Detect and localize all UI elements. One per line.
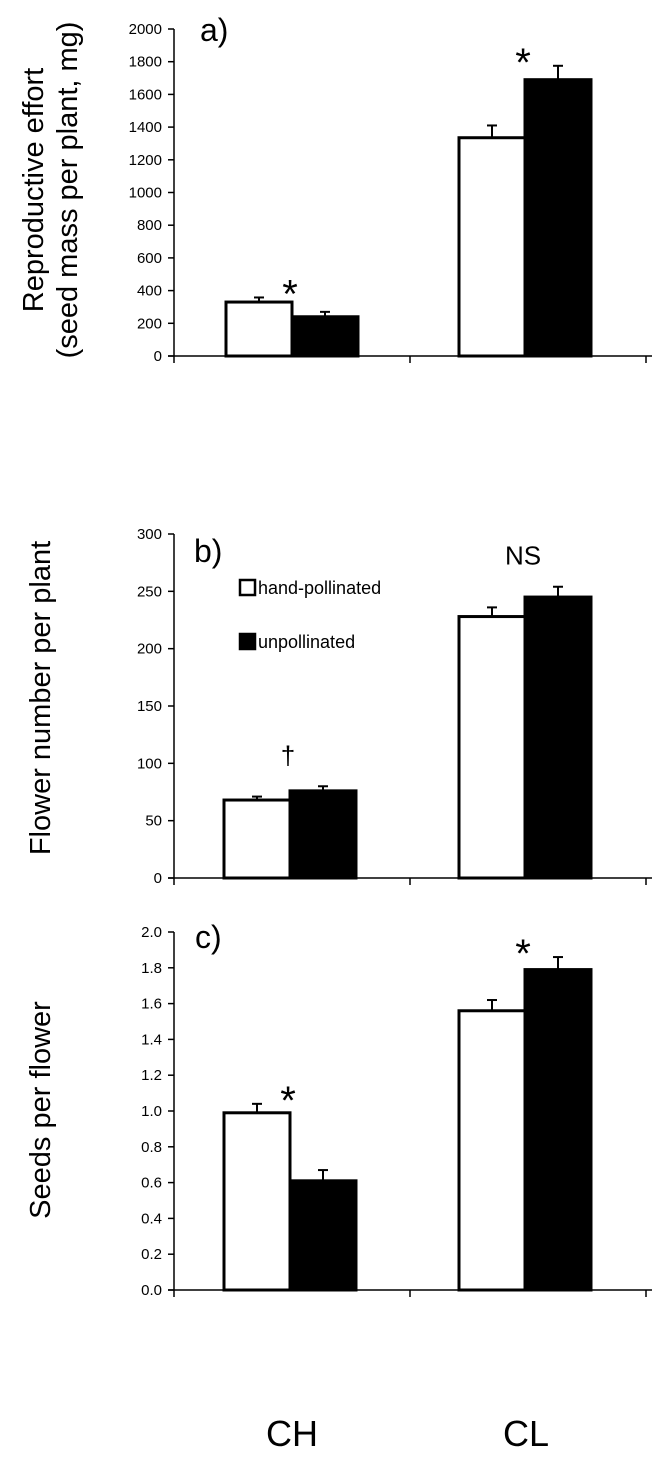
y-tick-label: 200 — [137, 641, 162, 658]
y-tick-label: 1.8 — [141, 960, 162, 977]
y-tick-label: 0.2 — [141, 1246, 162, 1263]
y-tick-label: 1.6 — [141, 996, 162, 1013]
y-tick-label: 400 — [137, 283, 162, 300]
y-tick-label: 0.8 — [141, 1139, 162, 1156]
legend-entry-label: hand-pollinated — [258, 578, 381, 598]
y-tick-label: 2000 — [129, 21, 162, 38]
y-tick-label: 1000 — [129, 185, 162, 202]
significance-annotation: NS — [505, 541, 541, 571]
bar-unpollinated-ch — [288, 1179, 358, 1292]
y-tick-label: 150 — [137, 698, 162, 715]
panel-label: a) — [200, 12, 228, 48]
x-category-label: CL — [503, 1413, 549, 1454]
y-tick-label: 600 — [137, 250, 162, 267]
y-tick-label: 1200 — [129, 152, 162, 169]
bar-unpollinated-cl — [523, 595, 593, 880]
panel-label: c) — [195, 919, 222, 955]
y-tick-label: 0 — [154, 870, 162, 887]
bar-hand-pollinated-ch — [222, 798, 292, 880]
y-axis-label: Reproductive effort — [18, 68, 50, 313]
y-tick-label: 0 — [154, 348, 162, 365]
y-tick-label: 50 — [145, 813, 162, 830]
chart-panel-c: 0.0 0.2 0.4 0.6 0.8 1.0 1.2 1.4 1.6 1.8 2.0 Seeds p… — [25, 919, 652, 1299]
y-tick-label: 1.0 — [141, 1103, 162, 1120]
chart-panel-b: 0 50 100 150 200 250 300 Flower number per plan… — [25, 526, 652, 887]
y-tick-label: 0.0 — [141, 1282, 162, 1299]
significance-annotation: † — [281, 740, 295, 770]
x-category-label: CH — [266, 1413, 318, 1454]
bar-unpollinated-cl — [523, 968, 593, 1292]
bar-unpollinated-cl — [523, 78, 593, 358]
legend: hand-pollinated unpollinated — [238, 578, 381, 652]
y-tick-label: 1800 — [129, 54, 162, 71]
y-axis-label-line2: (seed mass per plant, mg) — [52, 22, 84, 359]
y-axis-label: Seeds per flower — [25, 1001, 57, 1219]
significance-annotation: * — [280, 1079, 296, 1123]
panel-label: b) — [194, 533, 222, 569]
y-tick-label: 800 — [137, 217, 162, 234]
y-tick-label: 1.2 — [141, 1067, 162, 1084]
legend-entry-label: unpollinated — [258, 632, 355, 652]
bar-hand-pollinated-ch — [222, 1111, 292, 1292]
y-tick-label: 300 — [137, 526, 162, 543]
significance-annotation: * — [282, 272, 298, 316]
y-axis-label: Flower number per plant — [25, 541, 57, 855]
bar-unpollinated-ch — [290, 315, 360, 358]
y-tick-label: 2.0 — [141, 924, 162, 941]
significance-annotation: * — [515, 932, 531, 976]
y-tick-label: 1600 — [129, 86, 162, 103]
bar-hand-pollinated-cl — [457, 136, 527, 358]
legend-swatch — [238, 632, 257, 651]
chart-panel-a: 0 200 400 600 800 1000 1200 1400 1600 1800 2000 Rep… — [18, 12, 652, 365]
y-tick-label: 200 — [137, 315, 162, 332]
bar-hand-pollinated-cl — [457, 1009, 527, 1292]
y-tick-label: 1.4 — [141, 1031, 162, 1048]
bar-hand-pollinated-cl — [457, 615, 527, 880]
legend-swatch — [238, 578, 257, 597]
y-tick-label: 0.4 — [141, 1210, 162, 1227]
y-tick-label: 0.6 — [141, 1175, 162, 1192]
bar-unpollinated-ch — [288, 789, 358, 880]
y-tick-label: 100 — [137, 755, 162, 772]
y-tick-label: 250 — [137, 583, 162, 600]
significance-annotation: * — [515, 41, 531, 85]
y-tick-label: 1400 — [129, 119, 162, 136]
